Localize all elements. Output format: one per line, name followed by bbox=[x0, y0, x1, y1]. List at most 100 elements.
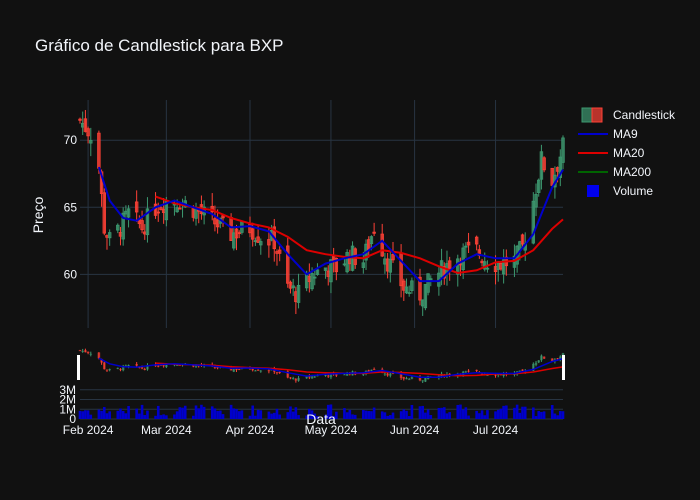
rangeslider-candle-body bbox=[146, 365, 149, 370]
volume-bar bbox=[240, 410, 244, 419]
candle-body bbox=[232, 232, 236, 249]
rangeslider-candle-body bbox=[84, 350, 87, 353]
rangeslider-candle-body bbox=[89, 353, 93, 355]
candle-body bbox=[145, 208, 150, 236]
volume-bar bbox=[418, 406, 422, 419]
volume-bar bbox=[478, 413, 481, 419]
volume-bars bbox=[78, 404, 565, 419]
rangeslider-candle-body bbox=[464, 371, 468, 373]
volume-bar bbox=[237, 411, 241, 419]
volume-bar bbox=[348, 409, 352, 419]
volume-bar bbox=[486, 410, 489, 419]
volume-tick-label: 1M bbox=[59, 402, 76, 416]
rangeslider-candle-body bbox=[108, 369, 111, 371]
rangeslider-candle-body bbox=[143, 368, 147, 370]
rangeslider-left-handle[interactable] bbox=[77, 355, 80, 380]
rangeslider-candle-body bbox=[78, 350, 82, 352]
volume-bar bbox=[105, 413, 109, 419]
candle-body bbox=[323, 267, 328, 271]
chart-title: Gráfico de Candlestick para BXP bbox=[35, 36, 284, 55]
rangeslider-candle-body bbox=[556, 358, 559, 360]
candle-body bbox=[474, 236, 479, 245]
volume-bar bbox=[178, 407, 182, 419]
volume-bar bbox=[202, 406, 206, 419]
volume-bar bbox=[254, 415, 257, 419]
rangeslider-candle-body bbox=[494, 374, 497, 376]
legend-box-swatch bbox=[587, 185, 599, 197]
volume-bar bbox=[445, 413, 449, 419]
rangeslider-candle-body bbox=[410, 377, 414, 379]
volume-bar bbox=[480, 410, 484, 419]
volume-bar bbox=[173, 414, 176, 419]
rangeslider-candle-body bbox=[305, 376, 308, 379]
rangeslider-candle-body bbox=[251, 368, 254, 371]
volume-bar bbox=[386, 415, 389, 419]
volume-bar bbox=[542, 411, 546, 419]
volume-bar bbox=[405, 410, 408, 419]
volume-bar bbox=[467, 415, 470, 419]
rangeslider-candle-body bbox=[386, 373, 389, 376]
candle-body bbox=[229, 216, 233, 241]
volume-bar bbox=[324, 414, 327, 419]
price-tick-label: 70 bbox=[64, 133, 78, 147]
rangeslider-candle-body bbox=[286, 371, 290, 378]
rangeslider-candle-body bbox=[542, 356, 546, 359]
candle-body bbox=[286, 245, 290, 284]
volume-bar bbox=[353, 414, 357, 419]
rangeslider-candle-body bbox=[267, 370, 271, 372]
volume-bar bbox=[154, 415, 157, 419]
candle-body bbox=[461, 247, 465, 271]
rangeslider-candle-body bbox=[550, 358, 554, 362]
rangeslider-candle-body bbox=[367, 370, 371, 372]
volume-bar bbox=[116, 410, 120, 419]
rangeslider-candle-body bbox=[294, 378, 298, 381]
volume-bar bbox=[216, 410, 219, 419]
candle-body bbox=[237, 232, 241, 235]
candle-body bbox=[402, 280, 406, 291]
candle-body bbox=[288, 281, 293, 289]
candle-body bbox=[501, 259, 506, 275]
volume-bar bbox=[200, 404, 203, 419]
candle-body bbox=[307, 276, 312, 282]
candle-body bbox=[534, 194, 538, 208]
volume-bar bbox=[532, 407, 535, 419]
rangeslider-right-handle[interactable] bbox=[562, 355, 565, 380]
volume-bar bbox=[402, 409, 406, 419]
volume-bar bbox=[515, 404, 519, 419]
candle-body bbox=[277, 249, 282, 254]
candle-body bbox=[121, 212, 125, 240]
volume-bar bbox=[181, 407, 184, 419]
volume-bar bbox=[367, 411, 371, 419]
legend: Candlestick MA9 MA20 MA200 Volume bbox=[578, 107, 676, 198]
candle-body bbox=[313, 276, 317, 279]
rangeslider-candle-body bbox=[389, 373, 392, 376]
volume-bar bbox=[102, 407, 106, 419]
y-axis-label: Preço bbox=[30, 197, 46, 234]
volume-bar bbox=[221, 414, 225, 419]
volume-bar bbox=[229, 404, 233, 419]
candle-body bbox=[426, 273, 430, 293]
volume-bar bbox=[421, 405, 424, 419]
rangeslider-candle-body bbox=[178, 365, 182, 367]
volume-bar bbox=[156, 405, 160, 419]
volume-bar bbox=[194, 405, 198, 419]
candle-body bbox=[116, 224, 120, 231]
price-axis-ticks: 60 65 70 bbox=[64, 133, 78, 281]
candle-body bbox=[345, 252, 349, 273]
volume-bar bbox=[496, 409, 500, 419]
candle-body bbox=[456, 258, 460, 275]
candle-body bbox=[520, 234, 525, 245]
volume-bar bbox=[550, 405, 554, 419]
candle-body bbox=[161, 208, 166, 213]
rangeslider-candle-body bbox=[370, 369, 373, 371]
volume-bar bbox=[464, 407, 468, 419]
volume-bar bbox=[270, 413, 273, 419]
rangeslider-candle-body bbox=[559, 356, 562, 360]
rangeslider-candle-body bbox=[407, 379, 411, 381]
candle-body bbox=[97, 132, 101, 169]
candle-body bbox=[429, 278, 433, 281]
rangeslider-candle-body bbox=[343, 374, 346, 376]
rangeslider-candle-body bbox=[475, 369, 478, 372]
rangeslider-candle-body bbox=[424, 377, 427, 382]
